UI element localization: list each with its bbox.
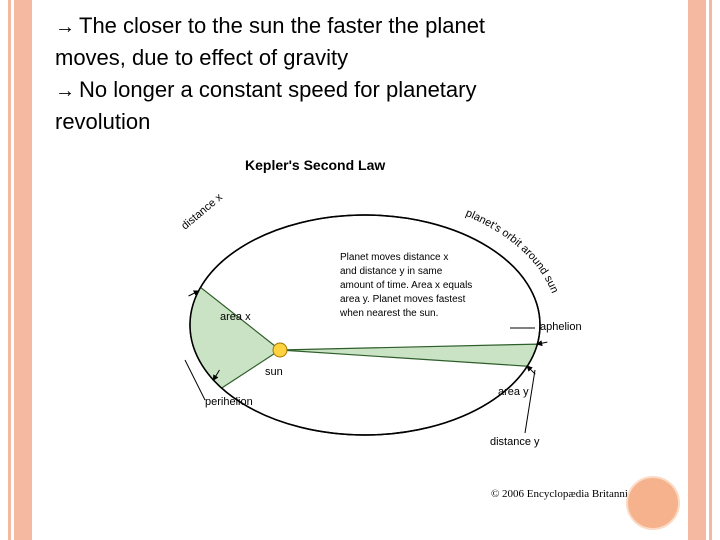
bullet-2: →No longer a constant speed for planetar… (55, 76, 615, 104)
svg-text:sun: sun (265, 366, 283, 378)
svg-text:Kepler's Second Law: Kepler's Second Law (245, 157, 385, 173)
svg-text:perihelion: perihelion (205, 396, 253, 408)
svg-text:area y: area y (498, 386, 529, 398)
bullet-2-cont: revolution (55, 108, 615, 136)
decor-corner-circle (626, 476, 680, 530)
svg-text:when nearest the sun.: when nearest the sun. (339, 308, 438, 319)
bullet-1-rest: closer to the sun the faster the planet (117, 13, 485, 38)
svg-text:area y. Planet moves fastest: area y. Planet moves fastest (340, 294, 466, 305)
svg-text:amount of time. Area x equals: amount of time. Area x equals (340, 280, 472, 291)
bullet-2-rest: longer a constant speed for planetary (107, 77, 476, 102)
svg-text:and distance y in same: and distance y in same (340, 266, 443, 277)
arrow-icon: → (55, 80, 75, 102)
kepler-diagram: Kepler's Second Law sun area x area y distan… (130, 150, 600, 480)
svg-text:distance y: distance y (490, 436, 540, 448)
bullet-list: →The closer to the sun the faster the pl… (55, 12, 615, 139)
bullet-1-cont: moves, due to effect of gravity (55, 44, 615, 72)
svg-text:Planet moves distance x: Planet moves distance x (340, 252, 448, 263)
kepler-svg: Kepler's Second Law sun area x area y distan… (130, 150, 600, 480)
slide: →The closer to the sun the faster the pl… (0, 0, 720, 540)
decor-bar-left (14, 0, 32, 540)
arrow-icon: → (55, 16, 75, 38)
bullet-2-lead: No (79, 77, 107, 102)
svg-text:aphelion: aphelion (540, 321, 582, 333)
svg-text:planet's orbit around sun: planet's orbit around sun (464, 207, 561, 295)
bullet-1: →The closer to the sun the faster the pl… (55, 12, 615, 40)
svg-text:distance x: distance x (179, 191, 225, 232)
decor-bar-right (688, 0, 706, 540)
bullet-1-lead: The (79, 13, 117, 38)
svg-text:area x: area x (220, 311, 251, 323)
decor-stripe-left (8, 0, 11, 540)
decor-stripe-right (709, 0, 712, 540)
